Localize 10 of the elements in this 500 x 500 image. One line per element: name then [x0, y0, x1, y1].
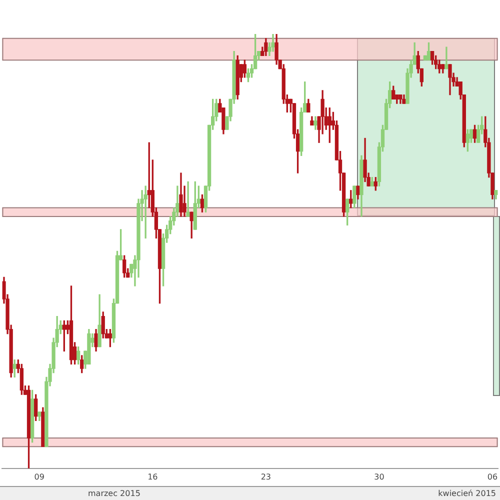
candlestick	[144, 186, 148, 238]
x-tick-label: 16	[148, 472, 158, 482]
x-tick-label: 06	[487, 472, 498, 482]
x-tick-label: 23	[260, 472, 272, 482]
x-tick-label: 30	[374, 472, 384, 482]
candlestick	[444, 46, 448, 70]
candlestick	[186, 181, 190, 217]
x-tick-label: 09	[34, 472, 44, 482]
text: marzec 2015	[88, 489, 140, 498]
text: kwiecień 2015	[438, 489, 496, 498]
